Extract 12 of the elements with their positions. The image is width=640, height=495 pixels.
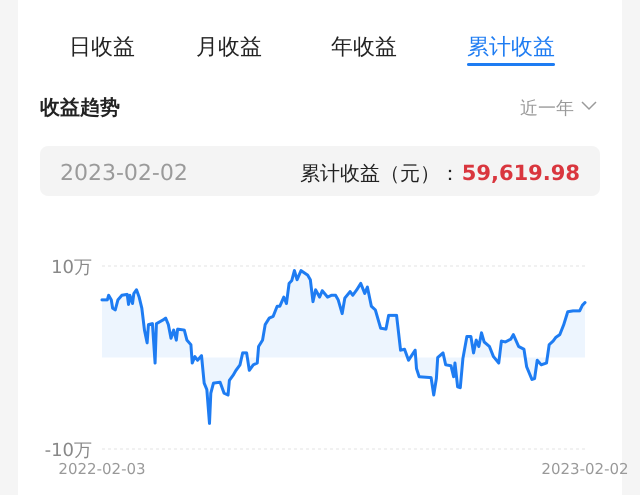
text: 年收益 (331, 35, 397, 60)
y-tick-label: -10万 (44, 440, 92, 461)
text: 累计收益 (467, 35, 555, 60)
x-tick-label: 2022-02-03 (58, 460, 146, 478)
chart-subtitle: 近一年 (520, 98, 574, 119)
y-tick-label: 10万 (51, 257, 92, 278)
text: 59,619.98 (462, 161, 580, 185)
text: 月收益 (196, 35, 262, 60)
text: 累计收益（元）： (300, 161, 460, 185)
chart-title: 收益趋势 (40, 95, 120, 119)
text: 日收益 (69, 35, 135, 60)
text: 2023-02-02 (60, 161, 188, 186)
